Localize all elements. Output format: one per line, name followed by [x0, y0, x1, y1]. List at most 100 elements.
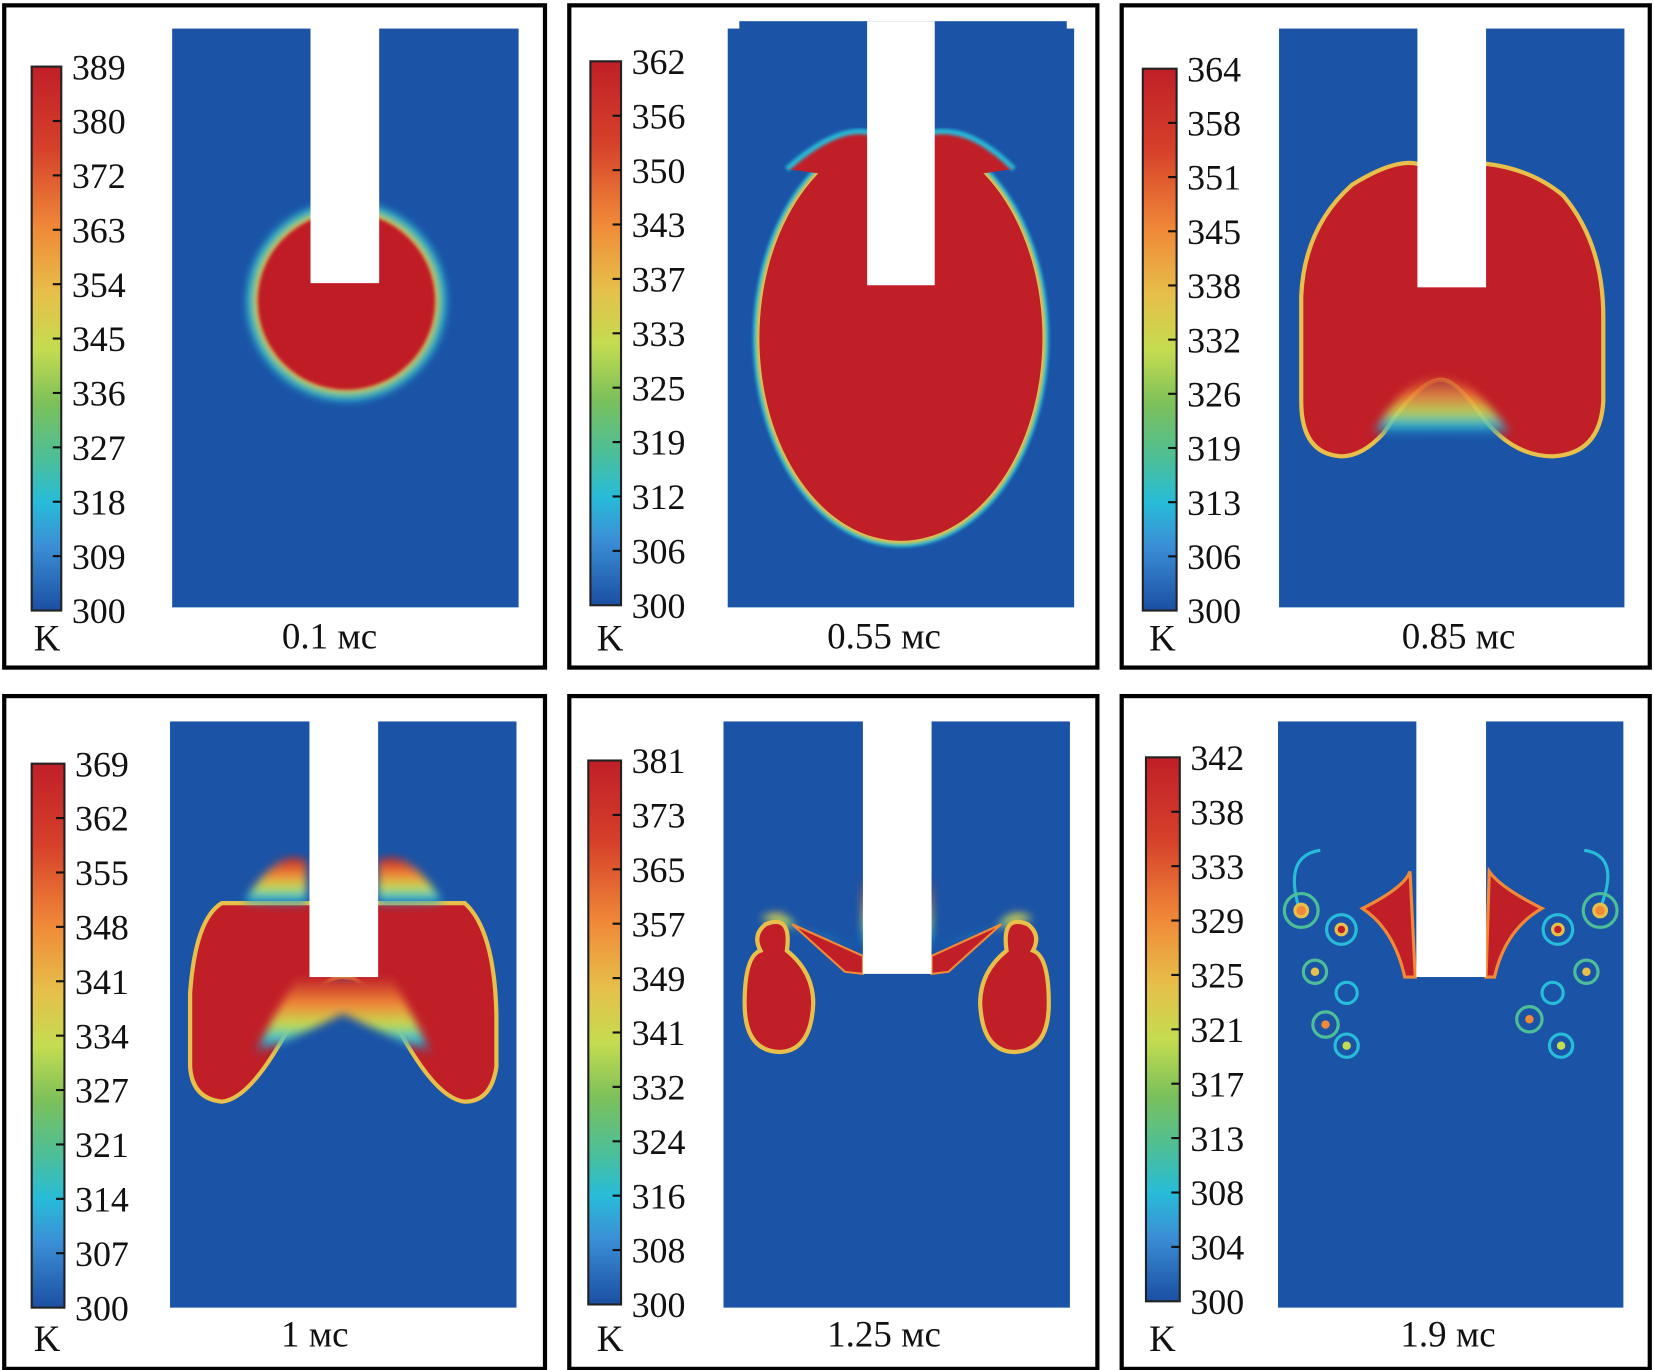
colorbar-tick-label: 341 [75, 962, 129, 1002]
colorbar-tick-label: 316 [632, 1176, 686, 1216]
colorbar-tick-label: 319 [632, 423, 686, 463]
colorbar-tick-label: 363 [72, 210, 126, 250]
colorbar-tick-label: 300 [75, 1288, 129, 1328]
colorbar-tick-label: 350 [632, 151, 686, 191]
colorbar-tick-label: 333 [1190, 847, 1244, 887]
panel-1: 389 380 372 363 354 345 336 327 318 309 300 K 0.1 … [2, 3, 548, 670]
nozzle [862, 714, 932, 974]
hot-gas-region [753, 128, 1049, 548]
time-label: 1.25 мс [827, 1314, 941, 1355]
colorbar-tick-label: 389 [72, 47, 126, 87]
colorbar-tick-label: 318 [72, 482, 126, 522]
colorbar-tick-label: 373 [632, 796, 686, 836]
colorbar-tick-label: 334 [75, 1016, 129, 1056]
colorbar-tick-label: 321 [1190, 1010, 1244, 1050]
colorbar-tick-label: 372 [72, 156, 126, 196]
colorbar-tick-label: 327 [72, 428, 126, 468]
colorbar-tick-label: 313 [1187, 483, 1241, 523]
unit-label: K [34, 1318, 61, 1359]
colorbar-tick-label: 362 [632, 42, 686, 82]
colorbar-tick-label: 309 [72, 537, 126, 577]
vortex-swirls [1282, 892, 1619, 1059]
colorbar-tick-label: 325 [632, 368, 686, 408]
colorbar-tick-label: 327 [75, 1071, 129, 1111]
unit-label: K [1149, 618, 1176, 659]
colorbar-tick-label: 325 [1190, 956, 1244, 996]
nozzle [1416, 714, 1487, 978]
colorbar-tick-label: 342 [1190, 738, 1244, 778]
colorbar-tick-label: 381 [632, 741, 686, 781]
colorbar-tick-label: 338 [1187, 266, 1241, 306]
time-label: 0.55 мс [827, 616, 941, 657]
panel-5: 381 373 365 357 349 341 332 324 316 308 300 K 1.25… [567, 693, 1100, 1370]
colorbar-tick-label: 300 [632, 586, 686, 626]
colorbar-tick-label: 304 [1190, 1228, 1244, 1268]
colorbar-tick-label: 355 [75, 853, 129, 893]
panel-4: 369 362 355 348 341 334 327 321 314 307 300 K 1 мс [2, 693, 548, 1370]
unit-label: K [597, 1318, 624, 1359]
colorbar-tick-label: 345 [1187, 212, 1241, 252]
colorbar-tick-label: 317 [1190, 1064, 1244, 1104]
colorbar-ticks: 381 373 365 357 349 341 332 324 316 308 300 [612, 741, 686, 1325]
colorbar-tick-label: 349 [632, 959, 686, 999]
colorbar-tick-label: 362 [75, 799, 129, 839]
colorbar-tick-label: 364 [1187, 49, 1241, 89]
nozzle [309, 714, 379, 978]
colorbar-tick-label: 308 [1190, 1173, 1244, 1213]
colorbar-tick-label: 338 [1190, 792, 1244, 832]
colorbar-tick-label: 313 [1190, 1119, 1244, 1159]
panel-2: 362 356 350 343 337 333 325 319 312 306 300 K 0.55… [567, 3, 1100, 670]
colorbar-tick-label: 351 [1187, 158, 1241, 198]
nozzle [310, 21, 380, 284]
unit-label: K [34, 618, 61, 659]
unit-label: K [597, 618, 624, 659]
hot-gas-region [1299, 160, 1606, 459]
time-label: 1.9 мс [1400, 1314, 1495, 1355]
colorbar-tick-label: 307 [75, 1234, 129, 1274]
panel-3: 364 358 351 345 338 332 326 319 313 306 300 K 0.85… [1119, 3, 1652, 670]
colorbar-tick-label: 319 [1187, 429, 1241, 469]
colorbar-tick-label: 321 [75, 1125, 129, 1165]
colorbar-tick-label: 308 [632, 1231, 686, 1271]
colorbar-tick-label: 332 [1187, 320, 1241, 360]
colorbar-tick-label: 300 [1190, 1282, 1244, 1322]
colorbar-tick-label: 336 [72, 374, 126, 414]
colorbar-tick-label: 380 [72, 102, 126, 142]
hot-gas-region [188, 857, 499, 1104]
colorbar-ticks: 342 338 333 329 325 321 317 313 308 304 300 [1171, 738, 1244, 1322]
colorbar-tick-label: 300 [1187, 591, 1241, 631]
colorbar-tick-label: 341 [632, 1013, 686, 1053]
colorbar-tick-label: 332 [632, 1068, 686, 1108]
vortex-region [1282, 848, 1619, 1059]
colorbar-tick-label: 365 [632, 850, 686, 890]
colorbar-tick-label: 356 [632, 96, 686, 136]
colorbar-tick-label: 329 [1190, 901, 1244, 941]
time-label: 0.85 мс [1402, 616, 1516, 657]
colorbar-tick-label: 358 [1187, 104, 1241, 144]
colorbar-ticks: 362 356 350 343 337 333 325 319 312 306 300 [612, 42, 686, 626]
nozzle [867, 21, 935, 286]
nozzle [1417, 21, 1487, 288]
colorbar-tick-label: 337 [632, 260, 686, 300]
unit-label: K [1149, 1318, 1176, 1359]
panel-6: 342 338 333 329 325 321 317 313 308 304 300 K 1.9 … [1119, 693, 1652, 1370]
time-label: 1 мс [281, 1314, 349, 1355]
colorbar-ticks: 389 380 372 363 354 345 336 327 318 309 300 [52, 47, 126, 631]
colorbar-ticks: 364 358 351 345 338 332 326 319 313 306 300 [1168, 49, 1241, 631]
time-label: 0.1 мс [282, 616, 377, 657]
colorbar-tick-label: 314 [75, 1180, 129, 1220]
colorbar-tick-label: 306 [1187, 537, 1241, 577]
colorbar-ticks: 369 362 355 348 341 334 327 321 314 307 300 [55, 744, 129, 1328]
colorbar-tick-label: 300 [632, 1285, 686, 1325]
colorbar-tick-label: 348 [75, 908, 129, 948]
colorbar-tick-label: 300 [72, 591, 126, 631]
colorbar-tick-label: 326 [1187, 374, 1241, 414]
colorbar-tick-label: 324 [632, 1122, 686, 1162]
colorbar-tick-label: 343 [632, 205, 686, 245]
colorbar-tick-label: 306 [632, 532, 686, 572]
colorbar-tick-label: 357 [632, 904, 686, 944]
colorbar-tick-label: 333 [632, 314, 686, 354]
colorbar-tick-label: 312 [632, 477, 686, 517]
colorbar-tick-label: 354 [72, 265, 126, 305]
